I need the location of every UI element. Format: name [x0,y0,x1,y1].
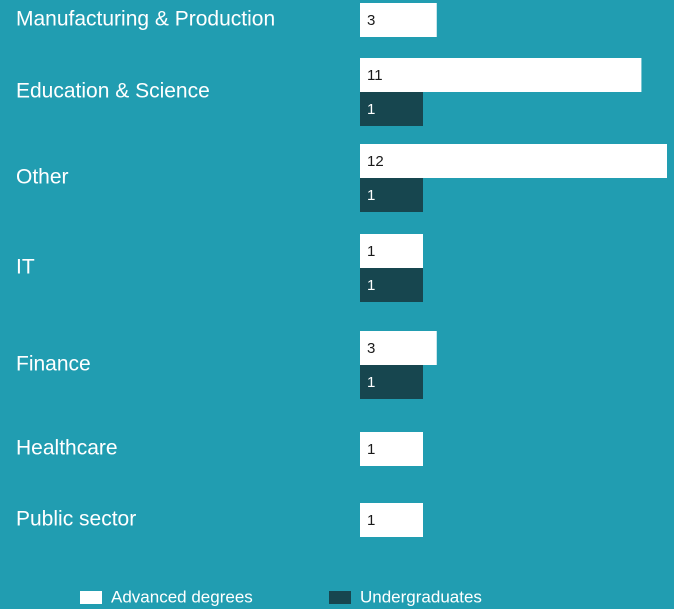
bar [360,92,423,126]
bar [360,234,423,268]
bar [360,365,423,399]
value-label: 1 [367,101,375,118]
legend-swatch [80,591,102,604]
bar [360,144,667,178]
bar [360,268,423,302]
category-label: Public sector [16,508,136,531]
bar [360,178,423,212]
value-label: 1 [367,441,375,458]
value-label: 3 [367,12,375,29]
category-label: IT [16,256,35,279]
category-label: Other [16,166,69,189]
category-label: Education & Science [16,80,210,103]
value-label: 12 [367,153,384,170]
value-label: 1 [367,374,375,391]
category-label: Finance [16,353,91,376]
value-label: 1 [367,512,375,529]
value-label: 1 [367,243,375,260]
bar [360,432,423,466]
value-label: 3 [367,340,375,357]
value-label: 1 [367,187,375,204]
value-label: 1 [367,277,375,294]
legend-label: Undergraduates [360,587,482,606]
legend-label: Advanced degrees [111,587,253,606]
bar [360,503,423,537]
category-label: Manufacturing & Production [16,8,275,31]
category-label: Healthcare [16,437,118,460]
bar [360,331,437,365]
value-label: 11 [367,67,383,84]
legend-swatch [329,591,351,604]
bar [360,3,437,37]
bar [360,58,642,92]
